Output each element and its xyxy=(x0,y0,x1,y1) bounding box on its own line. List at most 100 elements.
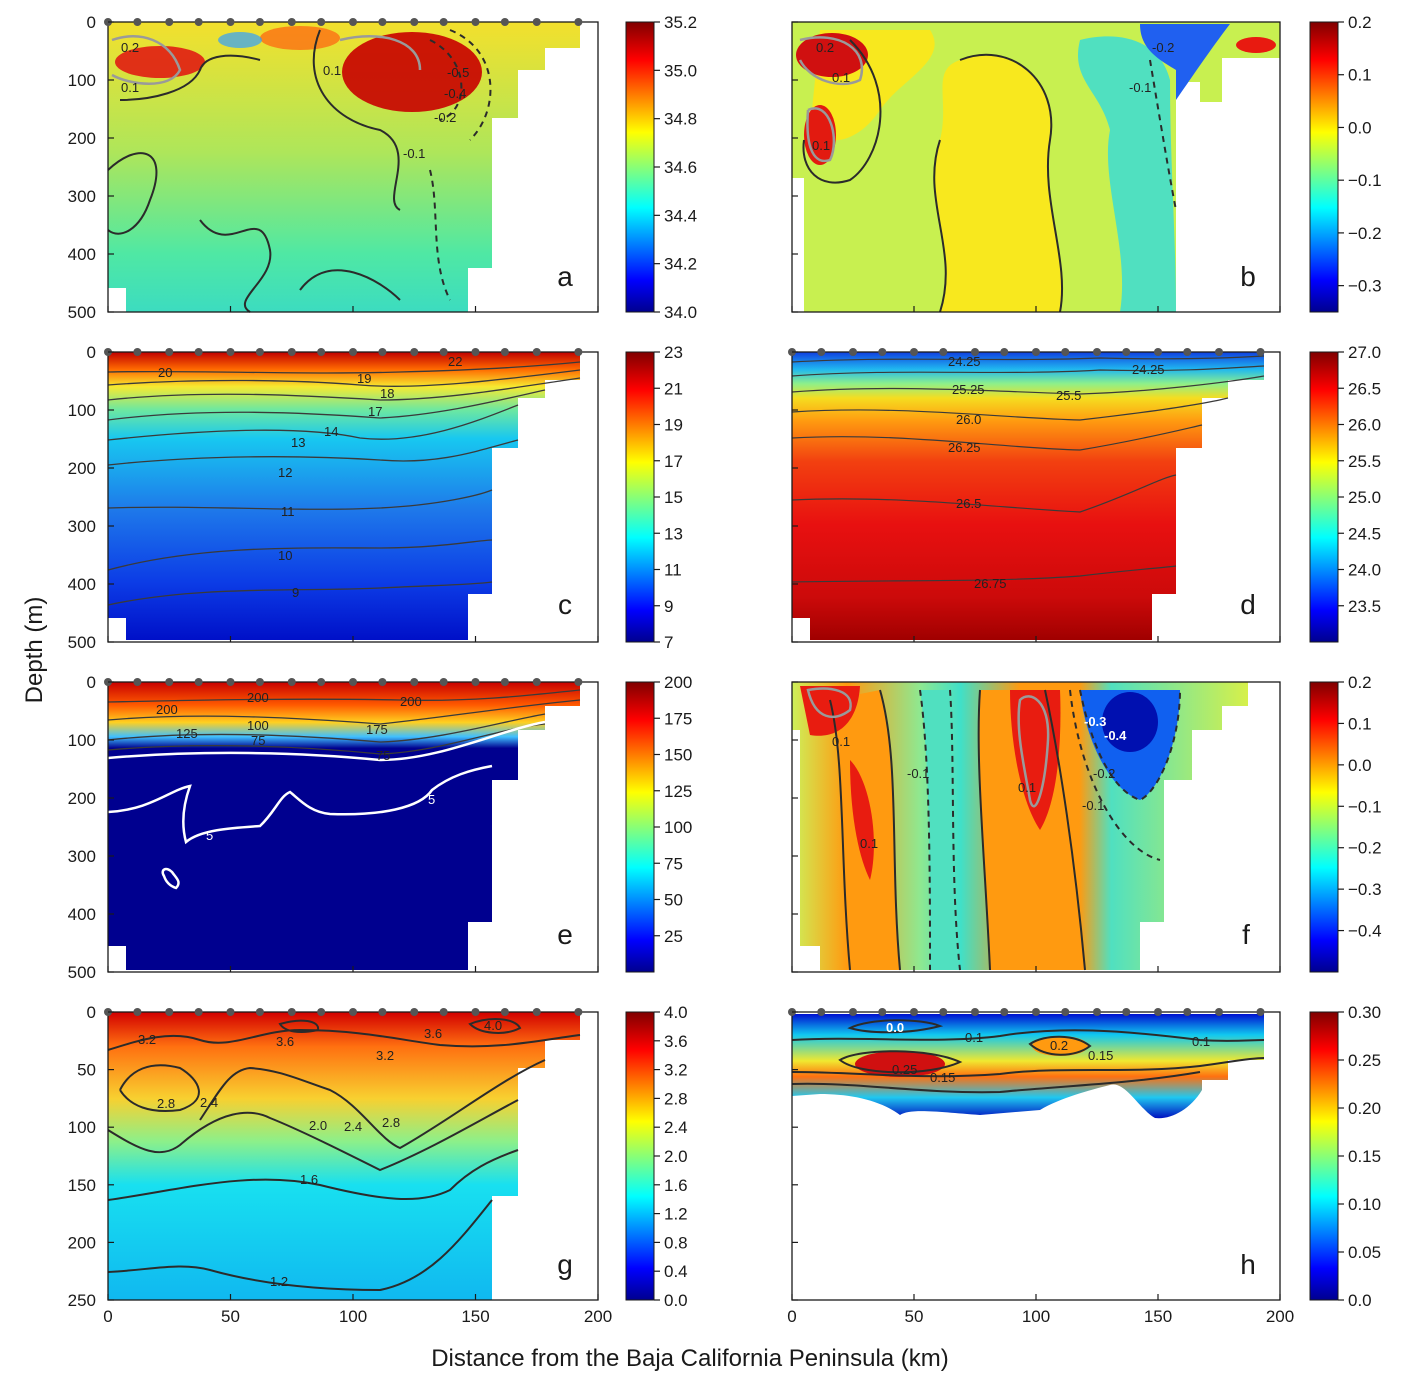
x-ticks xyxy=(107,636,599,642)
colorbar-strip xyxy=(625,351,655,643)
station-dot xyxy=(439,18,448,26)
colorbar-strip xyxy=(625,21,655,313)
contour-label: 125 xyxy=(176,726,198,741)
contour xyxy=(829,699,851,971)
station-dot xyxy=(939,1008,948,1016)
colorbar-d: 27.0 26.5 26.0 25.5 25.0 24.5 24.0 23.5 xyxy=(1309,343,1381,643)
contour-label: -0.4 xyxy=(444,86,466,101)
x-tick-label: 50 xyxy=(221,1307,240,1326)
colorbar-tick-label: 150 xyxy=(664,746,692,765)
station-dot xyxy=(133,348,142,356)
x-ticks: 0 50 100 150 200 xyxy=(787,1294,1294,1326)
isotherm xyxy=(107,581,493,606)
station-dot xyxy=(226,18,235,26)
colorbar-tick-label: 0.0 xyxy=(1348,1291,1372,1310)
contour-label: 17 xyxy=(368,404,382,419)
station-dot xyxy=(410,18,419,26)
station-dot xyxy=(1215,1008,1223,1016)
station-dot xyxy=(1256,1008,1265,1016)
station-dot xyxy=(165,348,174,356)
colorbar-tick-label: 25.5 xyxy=(1348,452,1381,471)
contour xyxy=(299,269,401,301)
colorbar-tick-label: 125 xyxy=(664,782,692,801)
isotherm xyxy=(107,539,493,571)
colorbar-tick-label: 0.30 xyxy=(1348,1003,1381,1022)
station-dot xyxy=(532,348,541,356)
contour xyxy=(107,152,158,235)
station-dot xyxy=(1000,348,1009,356)
station-dot xyxy=(500,678,509,686)
station-dot xyxy=(939,348,948,356)
contour xyxy=(107,1099,519,1172)
panel-letter: f xyxy=(1242,919,1250,950)
contour-label: 0.1 xyxy=(121,80,139,95)
colorbar-c: 23 21 19 17 15 13 11 9 7 xyxy=(625,343,683,652)
station-dot xyxy=(471,678,480,686)
station-markers xyxy=(788,348,1265,356)
colorbar-tick-label: 7 xyxy=(664,633,673,652)
station-dot xyxy=(471,18,480,26)
colorbar-tick-label: −0.2 xyxy=(1348,224,1382,243)
contour-label: 0.2 xyxy=(121,40,139,55)
colorbar-strip xyxy=(625,681,655,973)
oxycline xyxy=(107,723,546,755)
contour-label: 0.1 xyxy=(323,63,341,78)
contour-label: -0.4 xyxy=(1104,728,1127,743)
x-tick-label: 50 xyxy=(905,1307,924,1326)
x-tick-label: 100 xyxy=(339,1307,367,1326)
y-tick-label: 500 xyxy=(68,633,96,652)
contour-label: 0.1 xyxy=(860,836,878,851)
station-dot xyxy=(471,1008,480,1016)
contour xyxy=(107,1149,519,1201)
panel-h: 0.0 0.1 0.2 0.15 0.1 0.25 0.15 0 50 100 150… xyxy=(787,1008,1294,1326)
colorbar-tick-label: 35.2 xyxy=(664,13,697,32)
contour-label: 5 xyxy=(206,828,213,843)
red-patch xyxy=(796,33,868,77)
contour-label: 3.6 xyxy=(276,1034,294,1049)
station-dot xyxy=(817,348,826,356)
station-dot xyxy=(849,1008,857,1016)
contour-gray xyxy=(339,35,422,71)
colorbar-b: 0.2 0.1 0.0 −0.1 −0.2 −0.3 xyxy=(1309,13,1382,313)
station-dot xyxy=(194,1008,203,1016)
x-tick-label: 100 xyxy=(1022,1307,1050,1326)
y-tick-label: 300 xyxy=(68,517,96,536)
red-column xyxy=(850,760,874,880)
contour xyxy=(119,54,261,101)
station-dot xyxy=(287,18,296,26)
colorbar-tick-label: 26.0 xyxy=(1348,416,1381,435)
isotherm xyxy=(107,489,493,510)
blue-region xyxy=(1140,24,1230,100)
colorbar-strip xyxy=(625,1011,655,1301)
contour-label: 26.0 xyxy=(956,412,981,427)
contour-label: 5 xyxy=(428,792,435,807)
contour-label: 12 xyxy=(278,465,292,480)
colorbar-tick-label: 23 xyxy=(664,343,683,362)
station-dot xyxy=(1122,348,1131,356)
colorbar-f: 0.2 0.1 0.0 −0.1 −0.2 −0.3 −0.4 xyxy=(1309,673,1382,973)
station-dot xyxy=(378,348,387,356)
y-tick-label: 0 xyxy=(87,1003,96,1022)
station-dot xyxy=(317,348,326,356)
contour xyxy=(107,1028,581,1051)
data-field xyxy=(792,352,1264,640)
colorbar-ticks: 0.2 0.1 0.0 −0.1 −0.2 −0.3 xyxy=(1338,13,1382,296)
contour-small xyxy=(468,1018,522,1034)
warm-patch xyxy=(260,26,340,50)
station-dot xyxy=(317,18,326,26)
panel-d: 24.25 24.25 25.25 25.5 26.0 26.25 26.5 2… xyxy=(788,348,1281,643)
contour-label: 75 xyxy=(251,733,265,748)
orange-band xyxy=(978,690,1085,970)
contour-label: 0.0 xyxy=(886,1020,904,1035)
station-markers xyxy=(788,1008,1265,1016)
contour-small xyxy=(278,1019,320,1033)
isotherm xyxy=(107,369,581,387)
contour xyxy=(107,1199,493,1292)
colorbar-tick-label: 0.15 xyxy=(1348,1147,1381,1166)
station-dot xyxy=(1154,348,1162,356)
contour-label: 25.25 xyxy=(952,382,985,397)
isotherm xyxy=(107,389,546,421)
contour-label: 2.8 xyxy=(157,1096,175,1111)
colorbar-tick-label: 0.0 xyxy=(1348,756,1372,775)
colorbar-tick-label: 23.5 xyxy=(1348,597,1381,616)
